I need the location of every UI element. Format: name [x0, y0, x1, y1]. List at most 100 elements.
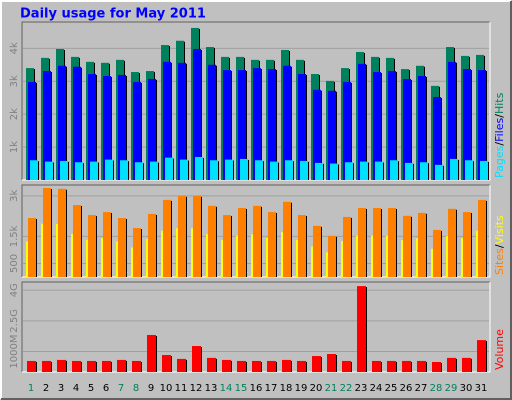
bar: [358, 208, 366, 277]
bar: [328, 90, 336, 180]
bar: [208, 64, 216, 180]
bar: [358, 63, 366, 180]
x-tick-label: 26: [400, 383, 413, 394]
bar: [268, 69, 276, 180]
x-tick-label: 21: [325, 383, 338, 394]
x-tick-label: 7: [118, 383, 124, 394]
bar: [345, 162, 353, 180]
bar: [102, 360, 111, 372]
x-tick-label: 15: [235, 383, 248, 394]
panel-bevel: [21, 184, 490, 277]
bar: [478, 70, 486, 180]
panel-bevel: [21, 281, 490, 372]
x-tick-label: 24: [370, 383, 383, 394]
bar: [432, 361, 441, 372]
bar: [195, 156, 203, 180]
bar: [450, 158, 458, 180]
bar: [375, 161, 383, 180]
bar: [222, 359, 231, 372]
bar: [162, 355, 171, 372]
bar: [465, 160, 473, 180]
bar: [403, 78, 411, 180]
bar: [88, 74, 96, 180]
y-tick-label: 500: [9, 254, 20, 273]
bar: [165, 157, 173, 180]
bar: [283, 65, 291, 180]
bar: [163, 61, 171, 181]
legend: Volume: [493, 329, 506, 370]
bar: [133, 228, 141, 277]
x-tick-label: 9: [148, 383, 154, 394]
bar: [282, 359, 291, 372]
y-tick-label: 1000M: [9, 335, 20, 369]
bar: [360, 161, 368, 180]
bar: [255, 160, 263, 180]
bar: [88, 215, 96, 277]
x-tick-label: 25: [385, 383, 398, 394]
bar: [270, 161, 278, 180]
bar: [447, 357, 456, 372]
legend-entry: Pages: [493, 145, 506, 178]
bar: [28, 218, 36, 277]
x-tick-label: 5: [88, 383, 94, 394]
bar: [402, 360, 411, 372]
bar: [343, 216, 351, 277]
bar: [87, 360, 96, 372]
bar: [117, 359, 126, 372]
bar: [343, 81, 351, 180]
bar: [328, 235, 336, 277]
bar: [180, 159, 188, 180]
bar: [418, 75, 426, 180]
x-tick-label: 10: [160, 383, 173, 394]
legend-entry: Sites: [493, 248, 506, 275]
x-tick-label: 1: [28, 383, 34, 394]
bar: [120, 160, 128, 180]
bar: [225, 159, 233, 180]
bar: [268, 212, 276, 277]
bar: [253, 68, 261, 180]
x-tick-label: 6: [103, 383, 109, 394]
bar: [60, 160, 68, 180]
bar: [418, 212, 426, 277]
legend: Pages/Files/Hits: [493, 92, 506, 178]
bar: [45, 161, 53, 180]
bar: [148, 78, 156, 180]
y-tick-label: 3k: [9, 190, 20, 202]
y-tick-label: 2.5G: [9, 309, 20, 333]
bar: [357, 286, 366, 372]
bar: [463, 69, 471, 180]
y-tick-label: 2k: [9, 108, 20, 120]
x-tick-label: 27: [415, 383, 428, 394]
bar: [163, 199, 171, 277]
bar: [73, 205, 81, 277]
x-tick-label: 30: [460, 383, 473, 394]
x-tick-label: 31: [475, 383, 488, 394]
bar: [135, 162, 143, 180]
bar: [237, 360, 246, 372]
bar: [28, 81, 36, 180]
bar: [283, 201, 291, 277]
x-tick-label: 20: [310, 383, 323, 394]
chart-title: Daily usage for May 2011: [20, 7, 206, 22]
bar: [223, 70, 231, 180]
y-tick-label: 4k: [9, 42, 20, 54]
bar: [43, 187, 51, 277]
y-tick-label: 1.5k: [9, 225, 20, 247]
bar: [298, 74, 306, 180]
bar: [240, 158, 248, 180]
bar: [103, 75, 111, 180]
bar: [193, 195, 201, 277]
bar: [148, 213, 156, 277]
x-tick-label: 2: [43, 383, 49, 394]
bar: [43, 71, 51, 180]
bar: [105, 159, 113, 180]
x-tick-label: 14: [220, 383, 233, 394]
x-tick-label: 11: [175, 383, 188, 394]
bar: [192, 346, 201, 372]
bar: [118, 218, 126, 277]
legend-separator: /: [493, 114, 506, 118]
x-tick-label: 13: [205, 383, 218, 394]
bar: [477, 340, 486, 372]
bar: [435, 164, 443, 180]
